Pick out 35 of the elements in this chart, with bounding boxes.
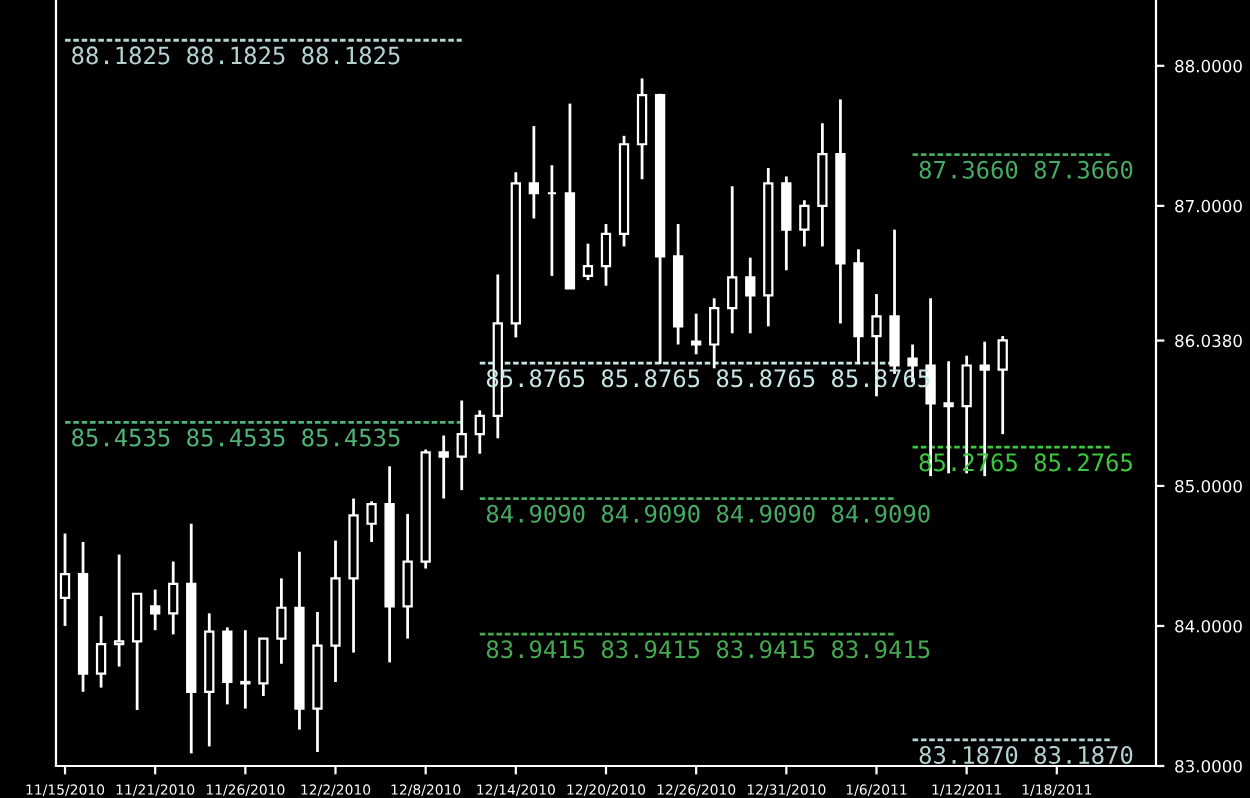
candlestick <box>131 592 143 712</box>
candlestick <box>366 499 377 544</box>
candlestick <box>691 312 702 356</box>
candlestick <box>727 184 738 335</box>
candlestick <box>474 408 485 456</box>
candlestick <box>258 637 269 698</box>
candlestick <box>95 614 107 689</box>
y-tick-label: 86.0380 <box>1175 334 1242 348</box>
candlestick <box>781 175 792 272</box>
series-label: 87.3660 87.3660 <box>919 160 1133 179</box>
candlestick <box>438 434 449 500</box>
candlestick <box>709 296 720 370</box>
candlestick <box>113 553 125 668</box>
candlestick <box>240 628 251 710</box>
candlestick <box>402 512 413 640</box>
series-label: 83.9415 83.9415 83.9415 83.9415 <box>486 640 930 659</box>
y-tick-label: 84.0000 <box>1175 619 1242 633</box>
candlestick <box>799 198 810 248</box>
candlestick <box>745 256 756 335</box>
series-label: 84.9090 84.9090 84.9090 84.9090 <box>486 504 930 523</box>
series-label: 88.1825 88.1825 88.1825 <box>72 46 400 65</box>
candlestick <box>528 124 540 220</box>
candlestick <box>168 560 179 636</box>
candlestick <box>150 588 161 632</box>
candlestick <box>582 242 594 282</box>
candlestick <box>456 399 467 492</box>
series-label: 83.1870 83.1870 <box>919 745 1133 764</box>
y-tick-label: 85.0000 <box>1175 479 1242 493</box>
y-tick-label: 87.0000 <box>1175 199 1242 213</box>
y-tick-label: 88.0000 <box>1175 59 1242 73</box>
series-label: 85.4535 85.4535 85.4535 <box>72 428 400 447</box>
candlestick <box>600 222 612 288</box>
candlestick <box>276 576 287 666</box>
y-tick-label: 83.0000 <box>1175 759 1242 773</box>
candlestick <box>997 334 1008 436</box>
